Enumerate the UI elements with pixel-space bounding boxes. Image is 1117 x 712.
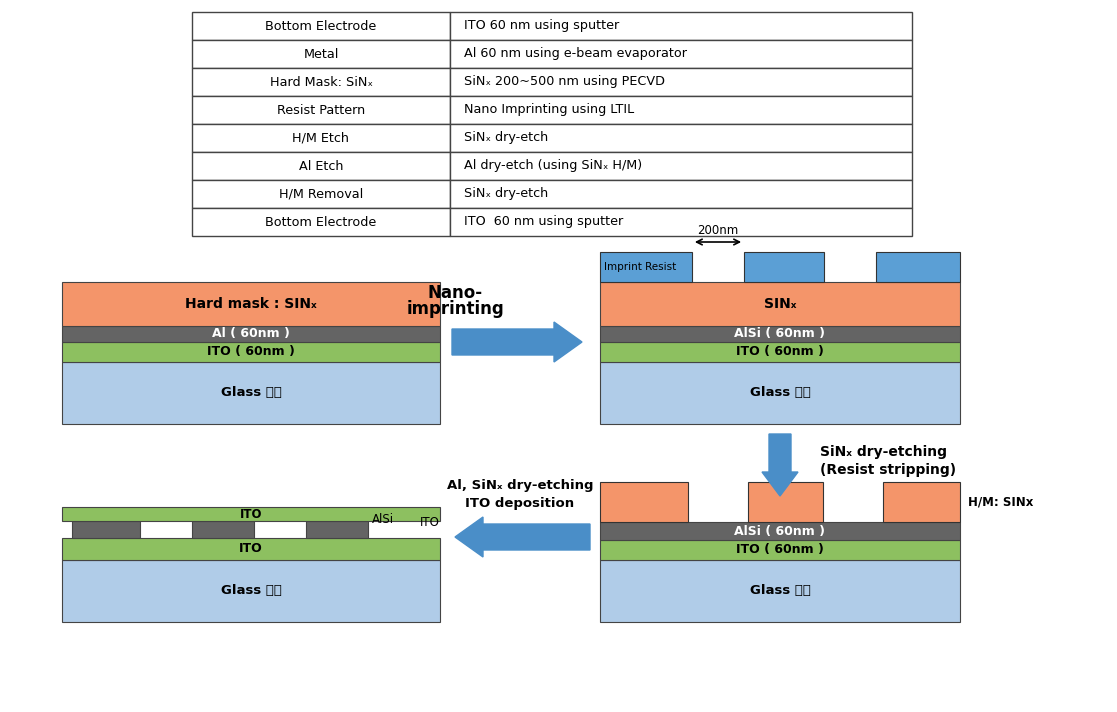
Bar bbox=[63, 538, 440, 560]
Bar bbox=[63, 560, 440, 622]
Bar bbox=[192, 96, 450, 124]
Bar bbox=[63, 342, 440, 362]
Text: Metal: Metal bbox=[304, 48, 338, 61]
Text: 200nm: 200nm bbox=[697, 224, 738, 237]
Text: Imprint Resist: Imprint Resist bbox=[604, 262, 676, 272]
Bar bbox=[192, 180, 450, 208]
Text: ITO deposition: ITO deposition bbox=[466, 497, 574, 510]
Text: Glass 기판: Glass 기판 bbox=[750, 387, 811, 399]
Text: AlSi: AlSi bbox=[372, 513, 394, 526]
Bar bbox=[192, 12, 450, 40]
Text: SiNₓ dry-etch: SiNₓ dry-etch bbox=[464, 187, 548, 201]
Bar bbox=[63, 282, 440, 326]
Bar bbox=[192, 124, 450, 152]
Bar bbox=[192, 68, 450, 96]
Bar bbox=[450, 152, 911, 180]
Text: H/M Removal: H/M Removal bbox=[279, 187, 363, 201]
Bar bbox=[192, 40, 450, 68]
Bar bbox=[450, 68, 911, 96]
Bar bbox=[600, 252, 693, 282]
Bar bbox=[600, 482, 688, 522]
Text: ITO: ITO bbox=[239, 543, 262, 555]
Bar bbox=[600, 522, 960, 540]
Text: Al ( 60nm ): Al ( 60nm ) bbox=[212, 328, 290, 340]
Bar bbox=[306, 521, 367, 538]
Bar bbox=[744, 252, 824, 282]
Text: Glass 기판: Glass 기판 bbox=[220, 585, 281, 597]
Text: H/M: SINx: H/M: SINx bbox=[968, 496, 1033, 508]
Bar bbox=[192, 152, 450, 180]
Text: SiNₓ dry-etch: SiNₓ dry-etch bbox=[464, 132, 548, 145]
Text: Nano Imprinting using LTIL: Nano Imprinting using LTIL bbox=[464, 103, 634, 117]
Text: ITO  60 nm using sputter: ITO 60 nm using sputter bbox=[464, 216, 623, 229]
Text: SiNₓ 200~500 nm using PECVD: SiNₓ 200~500 nm using PECVD bbox=[464, 75, 665, 88]
Bar bbox=[600, 282, 960, 326]
Bar bbox=[450, 12, 911, 40]
Text: ITO 60 nm using sputter: ITO 60 nm using sputter bbox=[464, 19, 619, 33]
Text: Bottom Electrode: Bottom Electrode bbox=[266, 216, 376, 229]
Text: ITO ( 60nm ): ITO ( 60nm ) bbox=[736, 345, 824, 359]
Bar bbox=[600, 342, 960, 362]
Bar bbox=[748, 482, 823, 522]
Bar bbox=[450, 208, 911, 236]
Text: Hard Mask: SiNₓ: Hard Mask: SiNₓ bbox=[269, 75, 372, 88]
Text: ITO ( 60nm ): ITO ( 60nm ) bbox=[207, 345, 295, 359]
FancyArrow shape bbox=[452, 322, 582, 362]
Text: SiNₓ dry-etching: SiNₓ dry-etching bbox=[820, 445, 947, 459]
Text: H/M Etch: H/M Etch bbox=[293, 132, 350, 145]
Text: Hard mask : SINₓ: Hard mask : SINₓ bbox=[185, 297, 317, 311]
Text: Al, SiNₓ dry-etching: Al, SiNₓ dry-etching bbox=[447, 479, 593, 492]
Bar bbox=[600, 362, 960, 424]
Text: ITO: ITO bbox=[240, 508, 262, 520]
Bar bbox=[450, 96, 911, 124]
Text: imprinting: imprinting bbox=[407, 300, 504, 318]
Text: AlSi ( 60nm ): AlSi ( 60nm ) bbox=[735, 525, 825, 538]
Bar bbox=[600, 540, 960, 560]
Bar bbox=[192, 521, 254, 538]
Bar bbox=[450, 180, 911, 208]
Text: ITO: ITO bbox=[420, 516, 440, 529]
Bar bbox=[192, 208, 450, 236]
Text: Bottom Electrode: Bottom Electrode bbox=[266, 19, 376, 33]
Text: Al Etch: Al Etch bbox=[298, 159, 343, 172]
Text: Nano-: Nano- bbox=[428, 284, 483, 302]
FancyArrow shape bbox=[762, 434, 798, 496]
Text: Glass 기판: Glass 기판 bbox=[750, 585, 811, 597]
Bar bbox=[876, 252, 960, 282]
Text: (Resist stripping): (Resist stripping) bbox=[820, 463, 956, 477]
Text: SINₓ: SINₓ bbox=[764, 297, 796, 311]
Bar bbox=[600, 326, 960, 342]
Bar bbox=[884, 482, 960, 522]
Bar bbox=[71, 521, 140, 538]
Bar bbox=[450, 124, 911, 152]
Bar bbox=[450, 40, 911, 68]
Text: Resist Pattern: Resist Pattern bbox=[277, 103, 365, 117]
Bar bbox=[600, 560, 960, 622]
Text: Al 60 nm using e-beam evaporator: Al 60 nm using e-beam evaporator bbox=[464, 48, 687, 61]
Text: Al dry-etch (using SiNₓ H/M): Al dry-etch (using SiNₓ H/M) bbox=[464, 159, 642, 172]
Bar bbox=[63, 326, 440, 342]
Text: ITO ( 60nm ): ITO ( 60nm ) bbox=[736, 543, 824, 557]
Text: AlSi ( 60nm ): AlSi ( 60nm ) bbox=[735, 328, 825, 340]
Bar bbox=[63, 362, 440, 424]
Bar bbox=[63, 507, 440, 521]
Text: Glass 기판: Glass 기판 bbox=[220, 387, 281, 399]
FancyArrow shape bbox=[455, 517, 590, 557]
